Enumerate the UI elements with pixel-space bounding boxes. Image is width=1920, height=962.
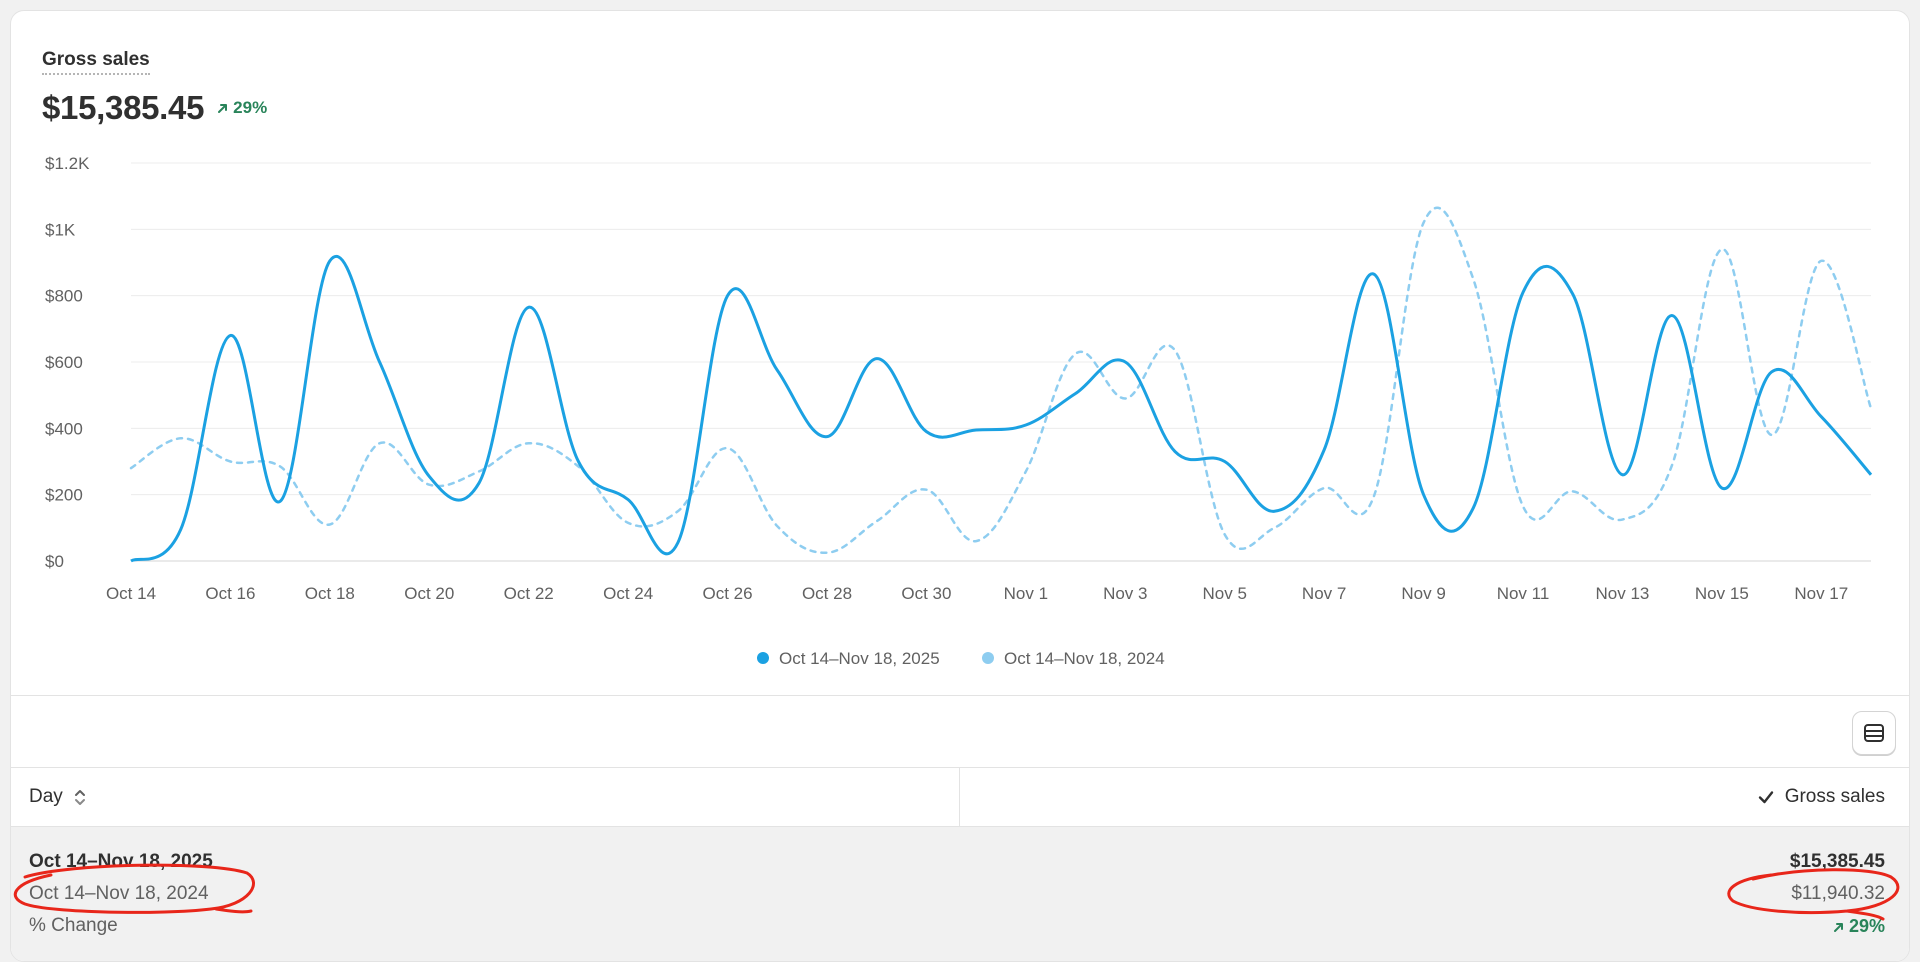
- table-top-divider: [11, 767, 1909, 768]
- metric-title[interactable]: Gross sales: [42, 49, 150, 75]
- x-tick-label: Oct 14: [106, 584, 156, 603]
- x-tick-label: Nov 15: [1695, 584, 1749, 603]
- change-badge: 29%: [216, 98, 267, 118]
- x-tick-label: Nov 13: [1595, 584, 1649, 603]
- y-tick-label: $1K: [45, 220, 76, 239]
- row-change-label: % Change: [29, 915, 118, 936]
- gross-sales-column-label: Gross sales: [1784, 786, 1885, 807]
- row-current-period-label: Oct 14–Nov 18, 2025: [29, 851, 213, 872]
- x-tick-label: Oct 26: [703, 584, 753, 603]
- table-view-button[interactable]: [1852, 711, 1896, 755]
- gross-sales-column-header[interactable]: Gross sales: [1757, 768, 1885, 826]
- x-tick-label: Nov 11: [1497, 584, 1550, 603]
- x-tick-label: Oct 30: [901, 584, 951, 603]
- row-change-percent: 29%: [1848, 916, 1885, 936]
- row-previous-period-label: Oct 14–Nov 18, 2024: [29, 883, 209, 904]
- table-header-divider: [11, 826, 1909, 827]
- checkmark-icon: [1758, 791, 1773, 804]
- gross-sales-line-chart[interactable]: $0 $200 $400 $600 $800 $1K $1.2K Oct 14 Oct 16 Oc…: [11, 141, 1909, 701]
- series-line-2025: [130, 255, 1873, 563]
- x-tick-label: Nov 3: [1103, 584, 1147, 603]
- metric-value: $15,385.45: [42, 89, 205, 126]
- x-tick-label: Oct 22: [504, 584, 554, 603]
- x-tick-label: Oct 28: [802, 584, 852, 603]
- change-percent: 29%: [233, 98, 268, 117]
- arrow-up-right-icon: [218, 104, 228, 113]
- x-tick-label: Oct 20: [404, 584, 454, 603]
- y-tick-label: $400: [45, 419, 83, 438]
- row-previous-period-value: $11,940.32: [1791, 883, 1885, 904]
- legend-label-2025: Oct 14–Nov 18, 2025: [779, 649, 940, 668]
- legend-label-2024: Oct 14–Nov 18, 2024: [1004, 649, 1165, 668]
- y-tick-label: $800: [45, 287, 83, 306]
- sort-icon[interactable]: [73, 787, 87, 807]
- chart-divider: [11, 695, 1909, 696]
- table-view-icon: [1864, 724, 1884, 742]
- x-tick-label: Nov 1: [1004, 584, 1048, 603]
- day-column-header[interactable]: Day: [29, 768, 87, 826]
- table-header: Day Gross sales: [11, 768, 1909, 826]
- y-tick-label: $1.2K: [45, 154, 90, 173]
- row-current-period-value: $15,385.45: [1789, 851, 1885, 872]
- arrow-up-right-icon: [1833, 922, 1843, 932]
- x-tick-label: Nov 9: [1401, 584, 1445, 603]
- x-tick-label: Oct 24: [603, 584, 653, 603]
- metric-summary: $15,385.45 29%: [42, 89, 267, 127]
- x-tick-label: Nov 7: [1302, 584, 1346, 603]
- table-body: Oct 14–Nov 18, 2025 Oct 14–Nov 18, 2024 …: [11, 827, 1909, 961]
- legend-dot-2025: [757, 652, 769, 664]
- y-tick-label: $0: [45, 552, 64, 571]
- series-line-2024: [129, 206, 1873, 554]
- x-tick-label: Oct 18: [305, 584, 355, 603]
- x-tick-label: Nov 17: [1794, 584, 1848, 603]
- legend-dot-2024: [982, 652, 994, 664]
- y-tick-label: $200: [45, 486, 83, 505]
- x-tick-label: Oct 16: [205, 584, 255, 603]
- row-change-value: 29%: [1832, 916, 1885, 937]
- day-column-label: Day: [29, 786, 63, 807]
- gross-sales-card: Gross sales $15,385.45 29% $0 $200 $400 $60…: [10, 10, 1910, 962]
- y-tick-label: $600: [45, 353, 83, 372]
- x-tick-label: Nov 5: [1203, 584, 1247, 603]
